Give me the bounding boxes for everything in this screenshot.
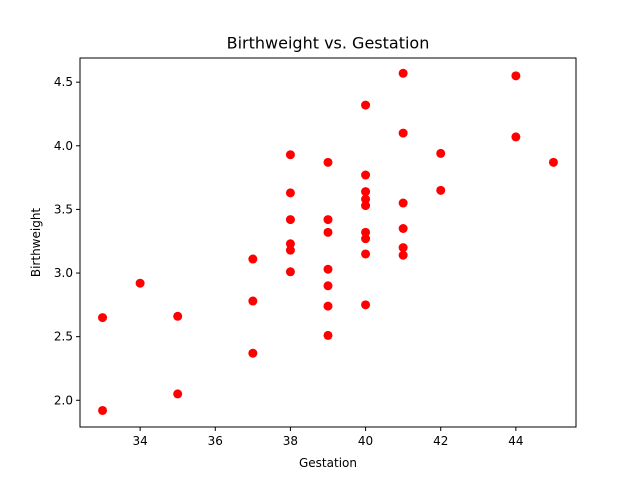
x-axis-ticks: 34 36 38 40 42 44 — [132, 427, 524, 448]
data-point — [436, 185, 446, 195]
x-tick-label: 34 — [132, 434, 147, 448]
data-point — [173, 389, 183, 399]
data-point — [323, 301, 333, 311]
y-tick-label: 4.5 — [54, 75, 73, 89]
data-point — [323, 227, 333, 237]
data-point — [361, 300, 371, 310]
data-point — [361, 201, 371, 211]
chart-title: Birthweight vs. Gestation — [227, 34, 430, 53]
x-tick-label: 42 — [433, 434, 448, 448]
data-point — [98, 405, 108, 415]
data-point — [323, 330, 333, 340]
data-point — [285, 239, 295, 249]
y-axis-ticks: 2.0 2.5 3.0 3.5 4.0 4.5 — [54, 75, 80, 407]
data-point — [436, 148, 446, 158]
data-point — [323, 281, 333, 291]
data-point — [135, 278, 145, 288]
data-point — [285, 188, 295, 198]
data-point — [361, 249, 371, 259]
y-axis-label: Birthweight — [29, 208, 43, 278]
y-tick-label: 3.0 — [54, 266, 73, 280]
data-point — [285, 150, 295, 160]
data-point — [361, 170, 371, 180]
data-point — [398, 68, 408, 78]
data-point — [323, 157, 333, 167]
x-tick-label: 40 — [358, 434, 373, 448]
y-tick-label: 3.5 — [54, 202, 73, 216]
y-tick-label: 2.0 — [54, 393, 73, 407]
data-point — [398, 250, 408, 260]
data-point — [398, 128, 408, 138]
data-point — [173, 311, 183, 321]
data-point — [248, 254, 258, 264]
data-point — [398, 224, 408, 234]
data-point — [248, 296, 258, 306]
data-point — [361, 194, 371, 204]
axes-frame — [79, 57, 577, 428]
data-point — [398, 243, 408, 253]
data-points — [98, 68, 558, 415]
x-tick-label: 44 — [508, 434, 523, 448]
data-point — [285, 245, 295, 255]
data-point — [511, 132, 521, 142]
x-axis-label: Gestation — [299, 456, 357, 470]
data-point — [98, 313, 108, 323]
data-point — [248, 348, 258, 358]
x-tick-label: 38 — [283, 434, 298, 448]
data-point — [285, 215, 295, 225]
data-point — [285, 267, 295, 277]
data-point — [398, 198, 408, 208]
data-point — [361, 100, 371, 110]
data-point — [361, 187, 371, 197]
data-point — [511, 71, 521, 81]
x-tick-label: 36 — [208, 434, 223, 448]
y-tick-label: 2.5 — [54, 330, 73, 344]
plot-area — [79, 57, 577, 428]
data-point — [323, 264, 333, 274]
data-point — [361, 227, 371, 237]
data-point — [361, 234, 371, 244]
y-tick-label: 4.0 — [54, 139, 73, 153]
data-point — [548, 157, 558, 167]
data-point — [323, 215, 333, 225]
